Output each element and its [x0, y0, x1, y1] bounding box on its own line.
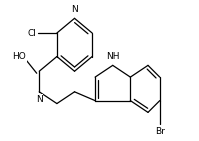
Text: N: N: [71, 5, 78, 14]
Text: Br: Br: [155, 127, 165, 136]
Text: HO: HO: [12, 52, 26, 61]
Text: NH: NH: [106, 52, 119, 61]
Text: N: N: [36, 95, 43, 104]
Text: Cl: Cl: [27, 28, 36, 38]
